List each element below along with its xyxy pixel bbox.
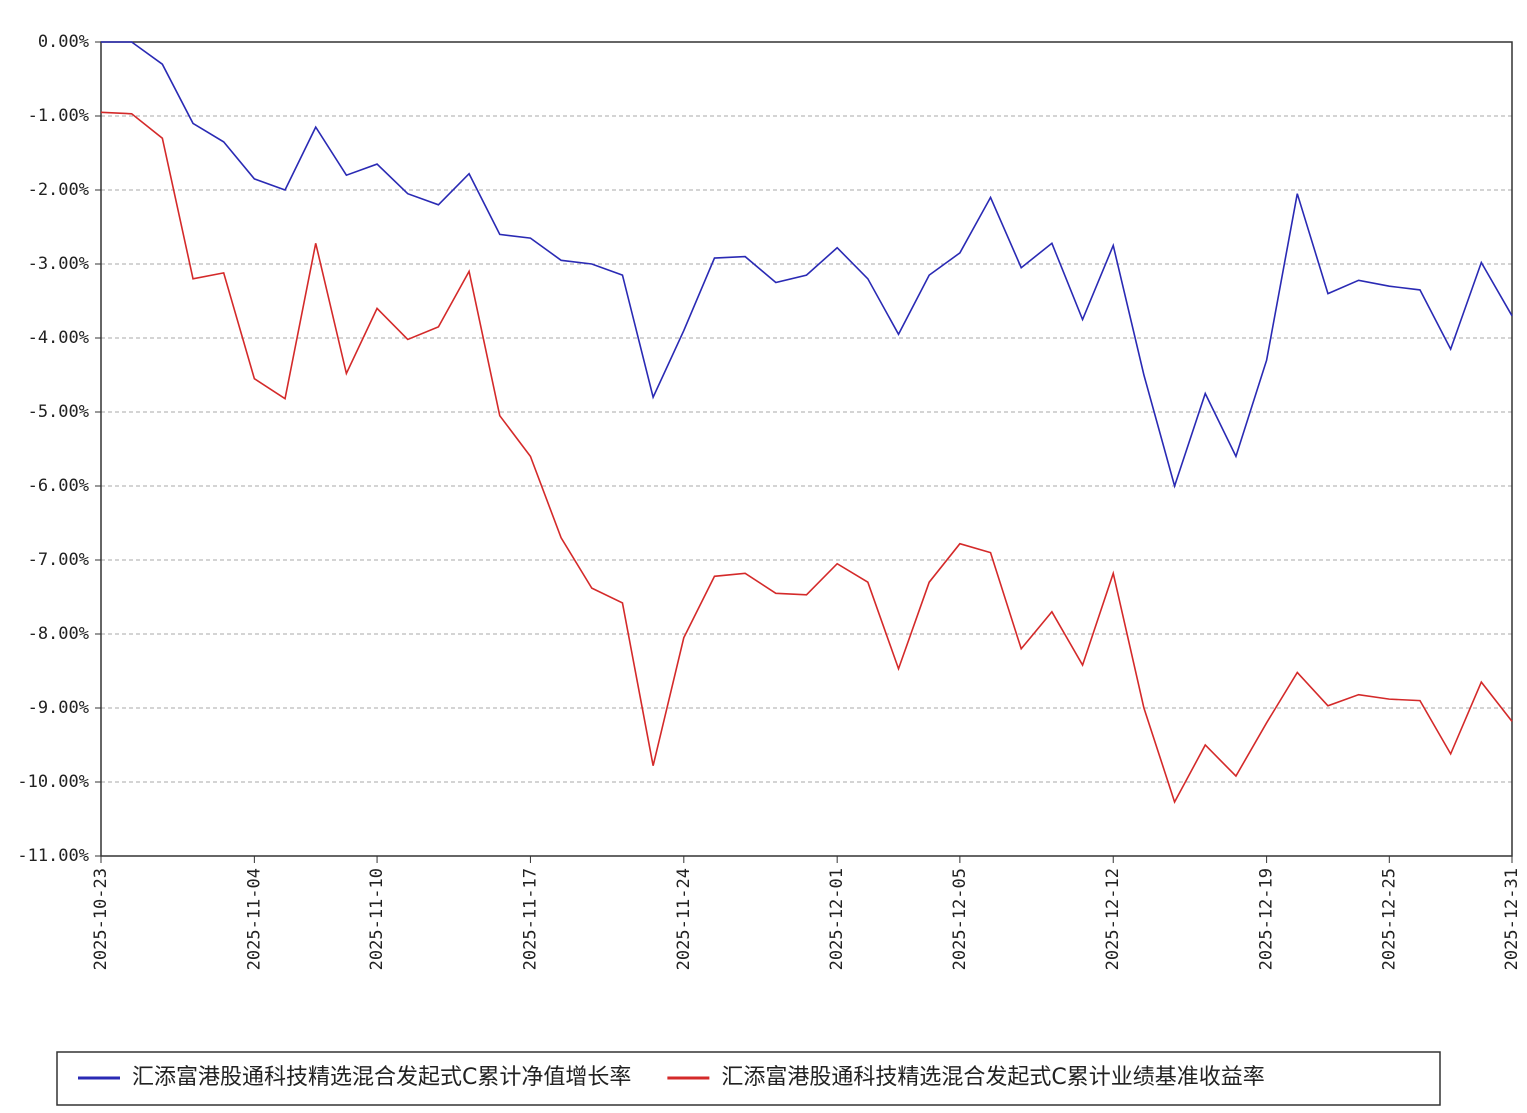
y-tick-label: -5.00% <box>28 402 89 422</box>
y-tick-label: -4.00% <box>28 328 89 348</box>
series-line <box>101 41 1513 489</box>
y-tick-label: -6.00% <box>28 476 89 496</box>
y-tick-label: -9.00% <box>28 698 89 718</box>
y-tick-label: -7.00% <box>28 550 89 570</box>
y-tick-label: -8.00% <box>28 624 89 644</box>
x-tick-label: 2025-11-04 <box>244 868 264 970</box>
legend-label: 汇添富港股通科技精选混合发起式C累计净值增长率 <box>132 1065 631 1090</box>
y-tick-label: -10.00% <box>17 772 89 792</box>
x-tick-label: 2025-11-24 <box>674 868 694 970</box>
series-line <box>100 111 1513 805</box>
x-tick-label: 2025-12-01 <box>827 868 847 970</box>
y-tick-label: -3.00% <box>28 254 89 274</box>
x-tick-label: 2025-12-05 <box>950 868 970 970</box>
x-tick-label: 2025-10-23 <box>91 868 111 970</box>
x-tick-label: 2025-11-10 <box>367 868 387 970</box>
y-tick-label: -2.00% <box>28 180 89 200</box>
x-tick-label: 2025-12-25 <box>1379 868 1399 970</box>
x-tick-label: 2025-12-12 <box>1103 868 1123 970</box>
x-tick-label: 2025-11-17 <box>520 868 540 970</box>
y-tick-label: -11.00% <box>17 846 89 866</box>
plot-frame <box>100 41 1513 857</box>
y-tick-label: -1.00% <box>28 106 89 126</box>
x-tick-label: 2025-12-31 <box>1502 868 1522 970</box>
legend-box <box>56 1051 1441 1106</box>
legend-label: 汇添富港股通科技精选混合发起式C累计业绩基准收益率 <box>721 1065 1264 1090</box>
x-tick-label: 2025-12-19 <box>1257 868 1277 970</box>
y-tick-label: 0.00% <box>38 32 89 52</box>
